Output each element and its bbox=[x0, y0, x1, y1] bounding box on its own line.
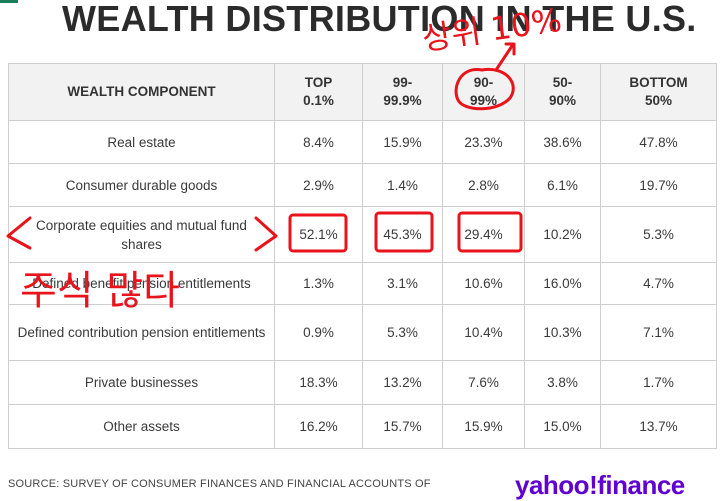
table-cell: 1.3% bbox=[274, 262, 363, 305]
header-label-line1: BOTTOM bbox=[629, 75, 688, 90]
table-cell: 10.6% bbox=[442, 262, 525, 305]
table-cell: 29.4% bbox=[442, 206, 525, 263]
table-row: Defined contribution pension entitlement… bbox=[8, 304, 717, 361]
source-note: SOURCE: SURVEY OF CONSUMER FINANCES AND … bbox=[8, 478, 431, 490]
page-title: WEALTH DISTRIBUTION IN THE U.S. bbox=[62, 0, 697, 39]
table-cell: 10.3% bbox=[524, 304, 601, 361]
header-label-line2: 90% bbox=[548, 93, 577, 108]
table-cell: 10.2% bbox=[524, 206, 601, 263]
header-label-line2: 0.1% bbox=[303, 93, 334, 108]
table-cell: 3.8% bbox=[524, 360, 601, 405]
table-row: Defined benefit pension entitlements 1.3… bbox=[8, 262, 717, 305]
table-cell: 2.8% bbox=[442, 163, 525, 207]
header-label-line1: 99- bbox=[392, 75, 413, 90]
table-cell: 45.3% bbox=[362, 206, 443, 263]
row-label: Defined benefit pension entitlements bbox=[8, 262, 275, 305]
table-row: Corporate equities and mutual fund share… bbox=[8, 206, 717, 263]
table-cell: 15.0% bbox=[524, 404, 601, 449]
table-cell: 5.3% bbox=[600, 206, 717, 263]
table-cell: 16.2% bbox=[274, 404, 363, 449]
table-cell: 5.3% bbox=[362, 304, 443, 361]
header-90-99: 90- 99% bbox=[442, 63, 525, 121]
table-cell: 15.9% bbox=[442, 404, 525, 449]
row-label: Defined contribution pension entitlement… bbox=[8, 304, 275, 361]
table-cell: 3.1% bbox=[362, 262, 443, 305]
row-label: Corporate equities and mutual fund share… bbox=[8, 206, 275, 263]
header-label-line2: 99.9% bbox=[383, 93, 422, 108]
table-cell: 38.6% bbox=[524, 120, 601, 164]
table-cell: 15.7% bbox=[362, 404, 443, 449]
table-cell: 4.7% bbox=[600, 262, 717, 305]
table-cell: 52.1% bbox=[274, 206, 363, 263]
top-accent-rule bbox=[0, 0, 18, 3]
header-label-line2: 50% bbox=[644, 93, 673, 108]
row-label: Consumer durable goods bbox=[8, 163, 275, 207]
header-top-0.1: TOP 0.1% bbox=[274, 63, 363, 121]
table-cell: 7.6% bbox=[442, 360, 525, 405]
header-bottom-50: BOTTOM 50% bbox=[600, 63, 717, 121]
table-cell: 19.7% bbox=[600, 163, 717, 207]
table-row: Real estate 8.4% 15.9% 23.3% 38.6% 47.8% bbox=[8, 120, 717, 164]
table-cell: 13.7% bbox=[600, 404, 717, 449]
header-label-line1: TOP bbox=[304, 75, 333, 90]
header-label-line1: 90- bbox=[473, 75, 494, 90]
table-cell: 15.9% bbox=[362, 120, 443, 164]
row-label: Real estate bbox=[8, 120, 275, 164]
table-cell: 2.9% bbox=[274, 163, 363, 207]
table-cell: 7.1% bbox=[600, 304, 717, 361]
header-99-99.9: 99- 99.9% bbox=[362, 63, 443, 121]
table-row: Private businesses 18.3% 13.2% 7.6% 3.8%… bbox=[8, 360, 717, 405]
table-cell: 10.4% bbox=[442, 304, 525, 361]
table-cell: 23.3% bbox=[442, 120, 525, 164]
table-cell: 16.0% bbox=[524, 262, 601, 305]
table-cell: 1.4% bbox=[362, 163, 443, 207]
table-row: Consumer durable goods 2.9% 1.4% 2.8% 6.… bbox=[8, 163, 717, 207]
table-cell: 18.3% bbox=[274, 360, 363, 405]
table-row: Other assets 16.2% 15.7% 15.9% 15.0% 13.… bbox=[8, 404, 717, 449]
header-label-line1: 50- bbox=[552, 75, 573, 90]
table-cell: 47.8% bbox=[600, 120, 717, 164]
wealth-distribution-table: WEALTH COMPONENT TOP 0.1% 99- 99.9% 90- 99%… bbox=[8, 63, 717, 449]
header-label: WEALTH COMPONENT bbox=[67, 84, 216, 99]
table-cell: 0.9% bbox=[274, 304, 363, 361]
header-wealth-component: WEALTH COMPONENT bbox=[8, 63, 275, 121]
row-label: Other assets bbox=[8, 404, 275, 449]
header-label-line2: 99% bbox=[469, 93, 498, 108]
table-cell: 6.1% bbox=[524, 163, 601, 207]
table-cell: 1.7% bbox=[600, 360, 717, 405]
yahoo-finance-logo: yahoo!finance bbox=[515, 470, 685, 500]
table-cell: 8.4% bbox=[274, 120, 363, 164]
table-header-row: WEALTH COMPONENT TOP 0.1% 99- 99.9% 90- 99%… bbox=[8, 63, 717, 121]
header-50-90: 50- 90% bbox=[524, 63, 601, 121]
table-cell: 13.2% bbox=[362, 360, 443, 405]
row-label: Private businesses bbox=[8, 360, 275, 405]
